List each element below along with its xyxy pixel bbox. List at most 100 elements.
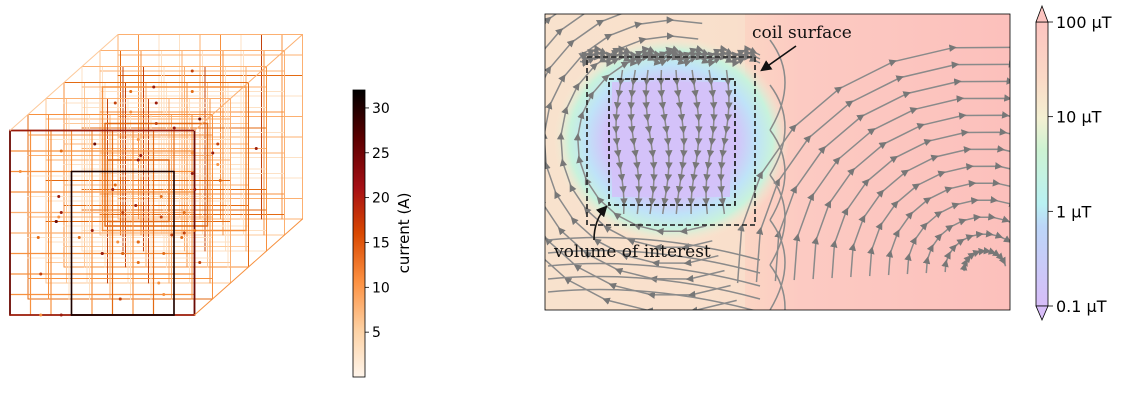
- coil-segment: [212, 98, 231, 115]
- streamline: [547, 249, 761, 274]
- field-panel: coil surface volume of interest: [544, 13, 1011, 311]
- coil-current-arrow: [59, 149, 63, 153]
- coil-segment: [99, 34, 119, 51]
- coil-current-arrow: [39, 272, 43, 276]
- coil-segment: [284, 34, 303, 51]
- coil-segment: [248, 66, 267, 83]
- field-colorbar-tick-label: 0.1 µT: [1056, 297, 1107, 316]
- coil-current-arrow: [152, 85, 156, 89]
- coil-current-arrow: [190, 69, 194, 73]
- coil-current-arrow: [113, 101, 117, 105]
- coil-current-arrow: [193, 188, 197, 191]
- streamline: [717, 69, 733, 215]
- coil-surface-box: [586, 56, 756, 226]
- coil-current-arrow: [154, 101, 158, 105]
- current-colorbar-tick-label: 20: [372, 191, 390, 207]
- coil-current-arrow: [134, 204, 138, 207]
- coil-segment: [284, 218, 303, 236]
- coil-current-arrow: [93, 142, 97, 146]
- coil-current-arrow: [136, 138, 140, 141]
- coil-current-arrow: [180, 236, 184, 239]
- coil-current-arrow: [116, 240, 120, 244]
- coil-segment: [266, 234, 285, 252]
- coil-segment: [194, 114, 213, 131]
- streamline: [547, 262, 761, 287]
- field-colorbar-ticks: 0.1 µT 1 µT 10 µT 100 µT: [1048, 13, 1112, 316]
- coil-current-arrow: [159, 195, 163, 198]
- coil-current-arrow: [170, 233, 174, 237]
- coil-current-arrow: [54, 220, 58, 223]
- coil-wireframe: [9, 34, 303, 317]
- coil-segment: [212, 282, 231, 300]
- coil-current-arrow: [100, 252, 104, 255]
- volume-of-interest-arrow: [593, 205, 608, 241]
- coil-current-arrow: [154, 122, 158, 125]
- coil-surface-annotation: coil surface: [752, 23, 852, 43]
- coil-current-arrow: [39, 313, 43, 317]
- coil-segment: [45, 82, 65, 99]
- current-colorbar-tick-label: 30: [372, 101, 390, 117]
- coil-current-arrow: [198, 261, 202, 264]
- current-colorbar-tick-label: 10: [372, 280, 390, 296]
- coil-current-arrow: [118, 297, 122, 301]
- field-colorbar-extend-max: [1035, 4, 1049, 23]
- field-colorbar-tick-label: 10 µT: [1056, 108, 1102, 127]
- streamline: [769, 129, 786, 221]
- coil-current-arrow: [162, 293, 166, 296]
- coil-current-arrow: [182, 211, 186, 214]
- field-panel-frame: [544, 13, 1011, 311]
- coil-current-arrow: [254, 147, 258, 150]
- streamline: [736, 43, 1010, 284]
- coil-current-arrow: [57, 215, 61, 219]
- current-colorbar: 5 10 15 20 25 30 current (A): [352, 89, 413, 378]
- current-colorbar-tick-label: 15: [372, 235, 390, 251]
- field-colorbar-tick-label: 100 µT: [1056, 13, 1112, 32]
- coil-current-arrow: [190, 90, 194, 93]
- coil-current-arrow: [113, 183, 117, 187]
- current-colorbar-label: current (A): [395, 193, 413, 274]
- coil-segment: [266, 50, 285, 67]
- streamline: [769, 219, 786, 310]
- coil-current-arrow: [198, 117, 202, 121]
- coil-current-arrow: [182, 231, 186, 235]
- coil-current-arrow: [193, 229, 197, 232]
- coil-current-arrow: [136, 158, 140, 162]
- field-colorbar-extend-min: [1035, 305, 1049, 322]
- field-colorbar-tick-label: 1 µT: [1056, 202, 1091, 221]
- coil-current-arrow: [216, 163, 220, 166]
- field-colorbar-gradient: [1035, 21, 1049, 307]
- streamline: [545, 14, 737, 310]
- coil-current-arrow: [90, 229, 94, 232]
- coil-current-arrow: [216, 142, 220, 146]
- field-colorbar: 0.1 µT 1 µT 10 µT 100 µT: [1035, 4, 1112, 322]
- coil-current-arrow: [59, 313, 63, 317]
- coil-segment: [9, 114, 29, 131]
- volume-of-interest-box: [608, 78, 736, 206]
- streamline: [769, 264, 786, 310]
- coil-current-arrow: [139, 154, 143, 157]
- coil-current-arrow: [136, 261, 140, 264]
- coil-current-arrow: [218, 179, 222, 182]
- coil-current-arrow: [57, 195, 61, 198]
- coil-segment: [230, 82, 249, 99]
- coil-current-arrow: [111, 188, 115, 191]
- coil-current-arrow: [211, 151, 215, 155]
- streamline: [769, 39, 786, 131]
- coil-current-arrow: [136, 240, 140, 244]
- streamline: [702, 69, 718, 215]
- coil-current-arrow: [18, 170, 22, 173]
- coil-current-arrow: [157, 281, 161, 285]
- coil-current-arrow: [159, 215, 163, 219]
- current-colorbar-tick-label: 25: [372, 146, 390, 162]
- coil-current-arrow: [172, 126, 176, 130]
- current-colorbar-tick-label: 5: [372, 325, 381, 341]
- coil-segment: [230, 266, 249, 284]
- coil-segment: [81, 50, 101, 67]
- streamlines: [545, 14, 1010, 310]
- coil-segment: [194, 298, 213, 316]
- coil-current-arrow: [121, 211, 125, 214]
- streamline: [547, 288, 756, 310]
- coil-current-arrow: [190, 172, 194, 175]
- coil-segment: [63, 66, 83, 83]
